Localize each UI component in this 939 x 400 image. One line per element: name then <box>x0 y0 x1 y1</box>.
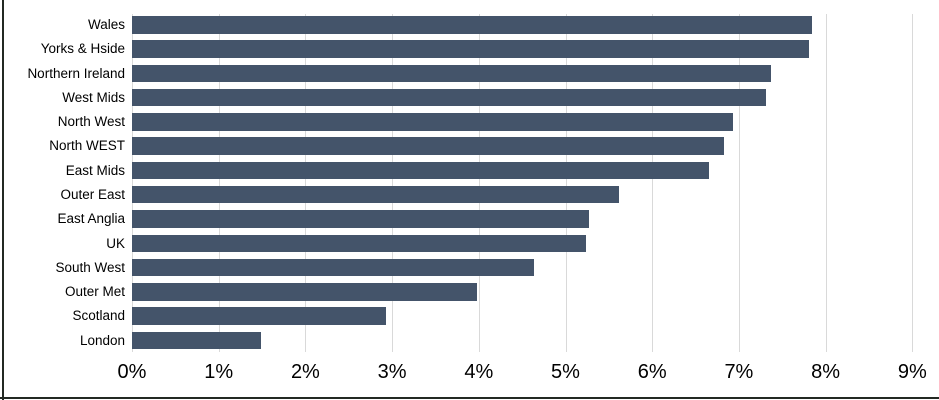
gridline <box>305 14 307 352</box>
bar <box>132 185 620 204</box>
category-label: Yorks & Hside <box>40 41 125 57</box>
gridline <box>652 14 654 352</box>
category-label: West Mids <box>62 89 125 105</box>
bar <box>132 88 766 107</box>
category-label: Northern Ireland <box>27 65 125 81</box>
category-label: East Mids <box>65 162 125 178</box>
category-label: Outer Met <box>64 284 125 300</box>
screenshot-bottom-edge-line <box>0 397 939 399</box>
bar <box>132 258 535 277</box>
bar <box>132 40 810 58</box>
category-label: North West <box>57 114 125 130</box>
x-tick-label: 5% <box>551 361 580 383</box>
category-label: North WEST <box>49 138 125 154</box>
gridline <box>392 14 394 352</box>
gridline <box>478 14 480 352</box>
category-label: South West <box>55 259 125 275</box>
bar <box>132 113 733 131</box>
x-tick-label: 2% <box>290 361 320 383</box>
category-label: East Anglia <box>57 211 125 227</box>
category-label: London <box>79 332 125 348</box>
bar <box>132 307 387 325</box>
category-label: UK <box>106 235 125 251</box>
bar <box>132 210 589 228</box>
category-label: Outer East <box>60 186 125 202</box>
gridline <box>132 14 133 352</box>
bar <box>132 331 262 350</box>
gridline <box>738 14 740 352</box>
x-tick-label: 6% <box>637 361 667 383</box>
gridline <box>218 14 220 352</box>
x-tick-label: 1% <box>204 361 234 383</box>
bar <box>132 64 771 83</box>
x-tick-label: 7% <box>724 361 754 383</box>
gridline <box>825 14 827 352</box>
bar <box>132 137 725 155</box>
x-tick-label: 9% <box>897 361 927 383</box>
bar <box>132 161 710 180</box>
x-tick-label: 3% <box>377 361 407 383</box>
category-label: Wales <box>87 17 125 32</box>
x-tick-label: 0% <box>117 361 147 383</box>
screenshot-left-edge-line <box>2 0 4 400</box>
bar <box>132 283 478 301</box>
x-tick-label: 8% <box>811 361 841 383</box>
x-tick-label: 4% <box>464 361 494 383</box>
gridline <box>912 14 914 352</box>
bar <box>132 234 587 253</box>
gridline <box>565 14 567 352</box>
bar <box>132 16 812 34</box>
category-label: Scotland <box>72 308 125 324</box>
